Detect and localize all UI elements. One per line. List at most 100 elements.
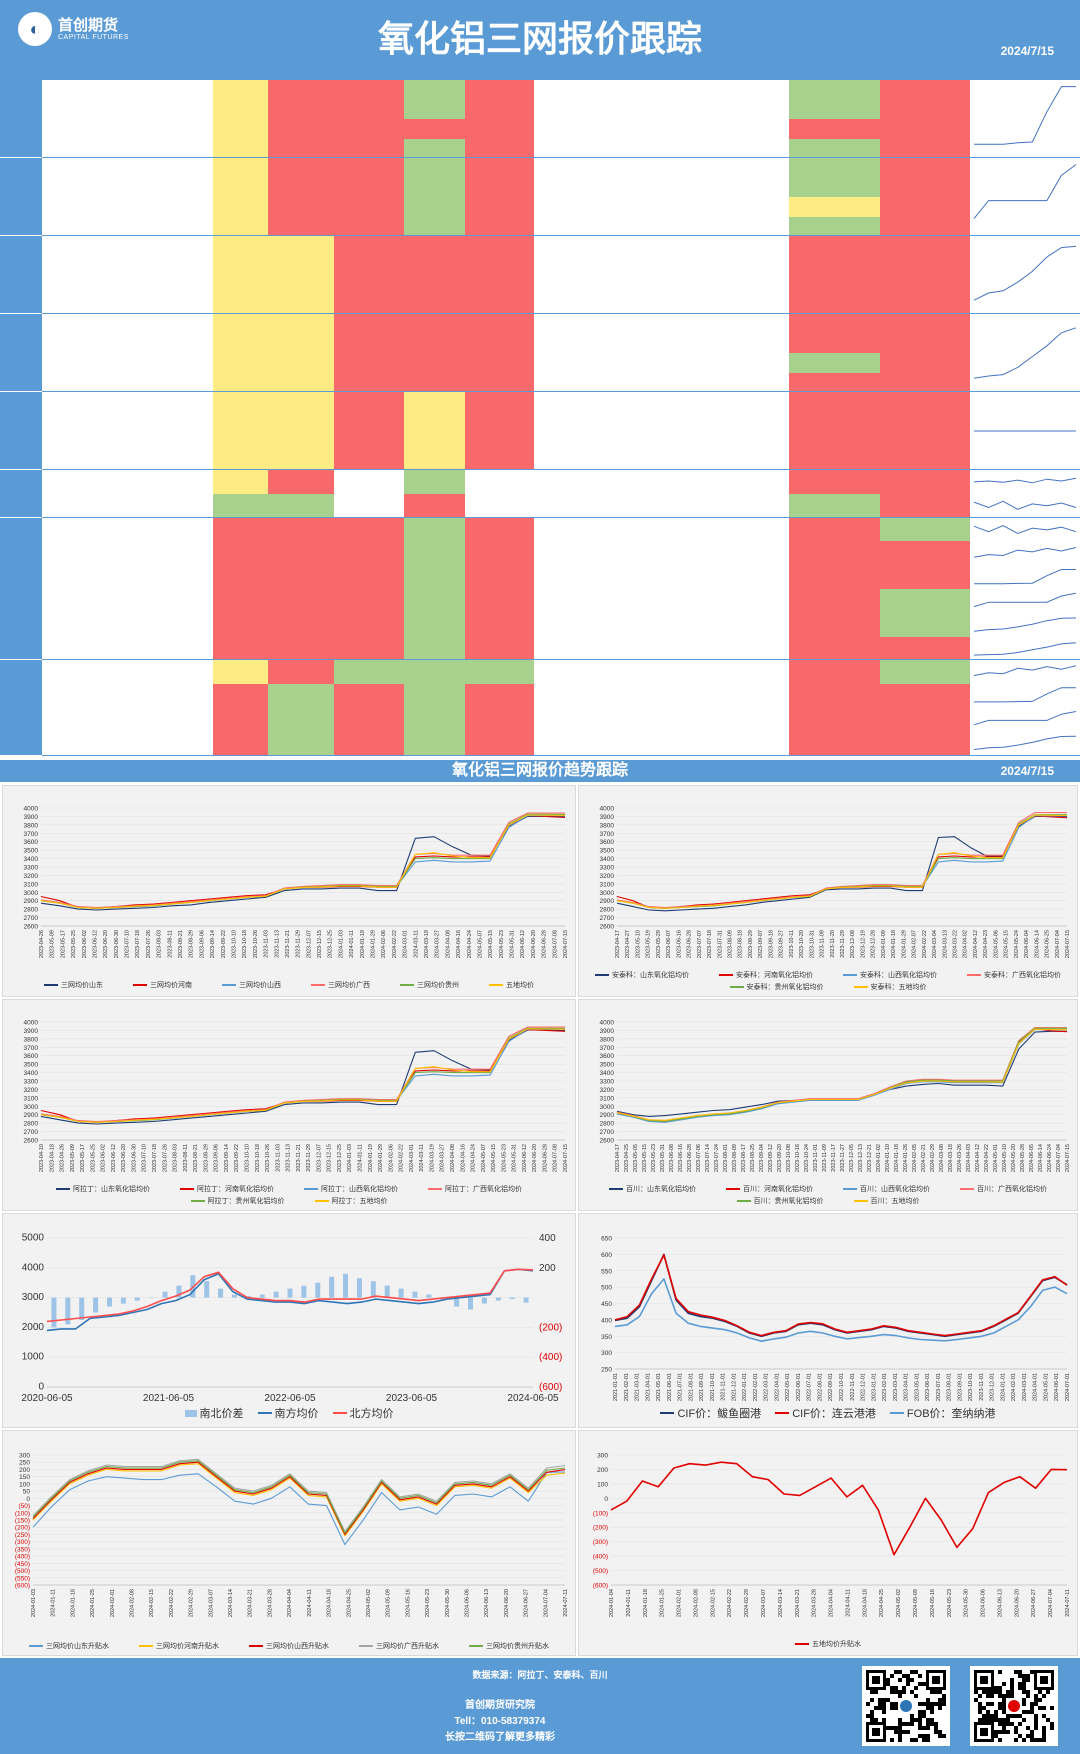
x-tick-label: 2024-01-03: [347, 1144, 353, 1172]
table-cell: [268, 255, 334, 275]
legend-label: 南北价差: [199, 1408, 244, 1420]
x-tick-label: 2023-05-15: [642, 1144, 648, 1172]
legend-item: 阿拉丁：广西氧化铝均价: [428, 1184, 522, 1194]
x-tick-label: 2023-12-13: [858, 1144, 864, 1172]
table-cell: [629, 256, 714, 276]
trend-sparkline: [973, 477, 1077, 510]
table-cell: [880, 392, 970, 412]
table-cell: [404, 255, 465, 275]
x-tick-label: 2023-07-14: [705, 1144, 711, 1172]
table-cell: [534, 637, 629, 661]
legend-item: 阿拉丁：河南氧化铝均价: [180, 1184, 274, 1194]
table-cell: [714, 431, 789, 451]
y-tick-label: 4000: [24, 806, 39, 813]
y-tick-label: 600: [601, 1252, 612, 1259]
legend-swatch-icon: [249, 1645, 263, 1647]
x-tick-label: 2024-01-25: [90, 1589, 96, 1617]
table-cell: [629, 431, 714, 451]
table-cell: [213, 119, 268, 139]
chart-svg: 300250200150100500(50)(100)(150)(200)(25…: [15, 1453, 569, 1618]
table-cell: [534, 314, 629, 334]
table-cell: [140, 494, 213, 518]
table-cell: [880, 119, 970, 139]
table-cell: [789, 158, 880, 178]
legend-label: 百川：五地均价: [870, 1198, 920, 1205]
y-tick-label: (100): [15, 1510, 30, 1517]
group-divider: [42, 157, 1080, 158]
y-tick-label: 500: [601, 1285, 612, 1292]
trend-sparkline: [973, 164, 1077, 219]
sparkline-path: [974, 568, 1076, 584]
series-line: [32, 1458, 566, 1533]
x-tick-label: 2024-07-11: [1065, 1589, 1071, 1617]
table-cell: [140, 100, 213, 120]
y-tick-label: 3900: [24, 1028, 39, 1035]
x-tick-label: 2022-06-01: [796, 1373, 802, 1401]
y-tick-label: 3200: [600, 1087, 615, 1094]
group-divider: [42, 516, 1080, 518]
x-tick-label: 2023-10-20: [799, 930, 805, 958]
x-tick-label: 2022-02-01: [753, 1373, 759, 1401]
legend-swatch-icon: [469, 1645, 483, 1647]
x-tick-label: 2024-04-04: [287, 1589, 293, 1617]
table-cell: [465, 636, 534, 661]
table-cell: [534, 373, 629, 393]
chart-panel: 650 600 550 500 450 400 350 300 250 2021-01-01 202…: [578, 1213, 1078, 1428]
x-tick-label: 2024-02-06: [381, 930, 387, 958]
x-tick-label: 2024-04-11: [845, 1589, 851, 1617]
table-cell: [789, 197, 880, 217]
qr-code-app[interactable]: [970, 1666, 1058, 1746]
x-tick-label: 2024-02-29: [744, 1589, 750, 1617]
x-tick-label: 2021-06-01: [667, 1373, 673, 1401]
table-cell: [334, 138, 404, 158]
x-tick-label: 2024-05-24: [1014, 930, 1020, 958]
y-tick-label: 3700: [600, 831, 615, 838]
legend-label: 阿拉丁：河南氧化铝均价: [197, 1186, 274, 1193]
x-tick-label: 2024-01-03: [338, 930, 344, 958]
row-label: [42, 139, 140, 159]
trend-sparkline: [974, 430, 1076, 432]
x-tick-label: 2023-10-08: [786, 1144, 792, 1172]
table-cell: [789, 333, 880, 353]
table-cell: [629, 392, 714, 412]
table-cell: [789, 589, 880, 613]
table-cell: [629, 295, 714, 315]
x-tick-label: 2022-07-01: [807, 1373, 813, 1401]
row-label: [42, 613, 140, 637]
table-cell: [334, 494, 404, 518]
x-tick-label: 2023-05-09: [70, 1144, 76, 1172]
group-divider: [42, 391, 1080, 392]
sparkline-path: [973, 546, 1077, 558]
x-tick-label: 2024-01-29: [901, 930, 907, 958]
table-cell: [465, 236, 534, 256]
table-cell: [268, 470, 334, 494]
x-tick-label: 2023-12-28: [871, 930, 877, 958]
table-cell: [213, 177, 268, 197]
bar-mark: [523, 1297, 529, 1303]
x-tick-label: 2023-12-01: [990, 1373, 996, 1401]
x-tick-label: 2024-07-04: [1056, 1144, 1062, 1172]
y-tick-label: 3100: [24, 881, 39, 888]
chart-panel: 4000 3900 3800 3700 3600 3500 3400 3300 3200 3100…: [578, 999, 1078, 1211]
table-cell: [213, 470, 268, 494]
table-cell: [268, 119, 334, 139]
qr-code-wechat[interactable]: [862, 1666, 950, 1746]
x-tick-label: 2023-08-09: [728, 930, 734, 958]
x-tick-label: 2023-11-27: [840, 1144, 846, 1172]
legend-item: 三网均价山东升贴水: [29, 1641, 109, 1651]
x-tick-label: 2024-01-11: [51, 1589, 57, 1617]
legend-label: 三网均价广西升贴水: [376, 1643, 439, 1650]
x-tick-label: 2023-09-14: [210, 930, 216, 958]
table-cell: [789, 372, 880, 392]
legend-item: 南方均价: [257, 1405, 319, 1421]
x-tick-label: 2023-11-17: [831, 1144, 837, 1172]
x-tick-label: 2023-06-30: [131, 1144, 137, 1172]
x-tick-label: 2023-05-01: [914, 1373, 920, 1401]
table-cell: [534, 392, 629, 412]
legend-swatch-icon: [359, 1645, 373, 1647]
x-tick-label: 2024-02-01: [677, 1589, 683, 1617]
table-cell: [714, 637, 789, 661]
table-cell: [404, 80, 465, 100]
